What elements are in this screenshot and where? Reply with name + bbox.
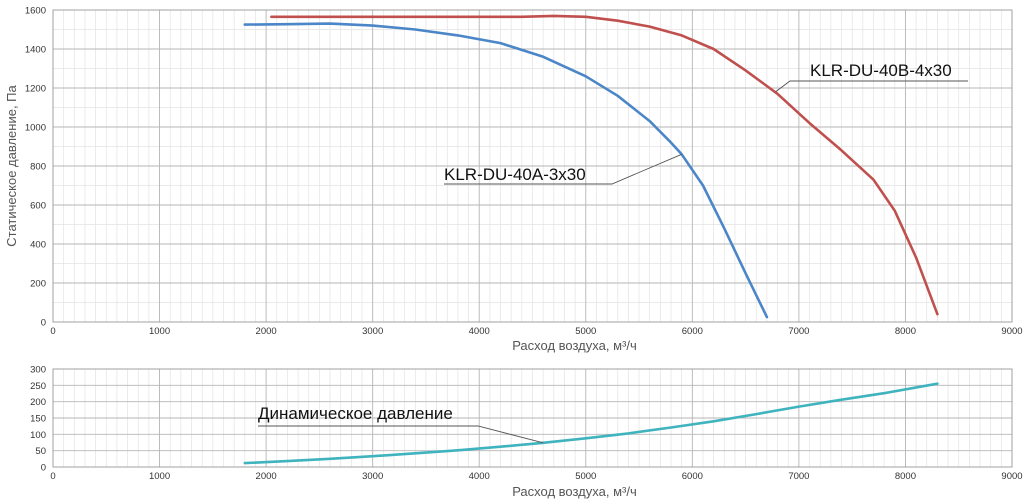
dynamic-pressure-x-tick-label: 1000 xyxy=(149,471,170,482)
static-pressure-y-axis-label: Статическое давление, Па xyxy=(4,85,19,247)
dynamic-pressure-plot-frame xyxy=(52,368,1013,468)
static-pressure-callout-leader xyxy=(775,80,968,93)
static-pressure-x-tick-label: 4000 xyxy=(469,326,490,337)
static-pressure-y-tick-label: 1200 xyxy=(25,84,46,95)
dynamic-pressure-grid xyxy=(52,368,1013,468)
dynamic-pressure-callout-leader xyxy=(258,425,544,444)
static-pressure-x-axis-label: Расход воздуха, м³/ч xyxy=(512,338,637,353)
dynamic-pressure-y-tick-label: 300 xyxy=(30,365,46,376)
dynamic-pressure-y-tick-label: 200 xyxy=(30,397,46,408)
static-pressure-y-tick-label: 200 xyxy=(30,279,46,290)
dynamic-pressure-x-tick-label: 3000 xyxy=(362,471,383,482)
static-pressure-x-tick-label: 7000 xyxy=(788,326,809,337)
static-pressure-x-tick-label: 3000 xyxy=(362,326,383,337)
static-pressure-chart: 0 1000 2000 3000 4000 5000 6000 7000 8000 9000 0 20… xyxy=(4,6,1023,354)
dynamic-pressure-x-tick-label: 9000 xyxy=(1001,471,1022,482)
static-pressure-x-tick-label: 6000 xyxy=(682,326,703,337)
dynamic-pressure-y-tick-label: 0 xyxy=(41,463,46,474)
static-pressure-x-tick-label: 5000 xyxy=(575,326,596,337)
dynamic-pressure-x-tick-label: 8000 xyxy=(895,471,916,482)
static-pressure-x-tick-label: 8000 xyxy=(895,326,916,337)
static-pressure-x-tick-label: 2000 xyxy=(256,326,277,337)
dynamic-pressure-series xyxy=(243,382,939,465)
static-pressure-callout-leader xyxy=(444,153,682,185)
static-pressure-series xyxy=(243,14,939,319)
dynamic-pressure-x-tick-label: 6000 xyxy=(682,471,703,482)
static-pressure-x-tick-label: 9000 xyxy=(1001,326,1022,337)
static-pressure-callout-label: KLR-DU-40A-3x30 xyxy=(444,165,586,184)
dynamic-pressure-y-tick-label: 150 xyxy=(30,414,46,425)
static-pressure-y-tick-label: 600 xyxy=(30,201,46,212)
static-pressure-plot-frame xyxy=(52,9,1013,323)
dynamic-pressure-x-tick-label: 0 xyxy=(50,471,55,482)
dynamic-pressure-y-tick-label: 100 xyxy=(30,430,46,441)
dynamic-pressure-tick-labels: 0 1000 2000 3000 4000 5000 6000 7000 8000 9000 0 50… xyxy=(30,365,1022,483)
dynamic-pressure-chart: 0 1000 2000 3000 4000 5000 6000 7000 8000 9000 0 50… xyxy=(30,365,1022,500)
dynamic-pressure-x-axis-label: Расход воздуха, м³/ч xyxy=(512,484,637,499)
static-pressure-y-tick-label: 400 xyxy=(30,240,46,251)
static-pressure-y-tick-label: 0 xyxy=(41,318,46,329)
static-pressure-callouts: KLR-DU-40A-3x30 KLR-DU-40B-4x30 xyxy=(444,61,968,185)
static-pressure-series-line-1 xyxy=(270,14,939,316)
static-pressure-x-tick-label: 0 xyxy=(50,326,55,337)
static-pressure-callout-label: KLR-DU-40B-4x30 xyxy=(810,61,952,80)
dynamic-pressure-x-tick-label: 7000 xyxy=(788,471,809,482)
dynamic-pressure-series-line-0 xyxy=(243,382,939,465)
static-pressure-y-tick-label: 1000 xyxy=(25,123,46,134)
dynamic-pressure-x-tick-label: 5000 xyxy=(575,471,596,482)
static-pressure-series-line-0 xyxy=(243,22,769,319)
static-pressure-y-tick-label: 800 xyxy=(30,162,46,173)
dynamic-pressure-y-tick-label: 50 xyxy=(35,446,46,457)
static-pressure-x-tick-label: 1000 xyxy=(149,326,170,337)
static-pressure-y-tick-label: 1400 xyxy=(25,45,46,56)
static-pressure-y-tick-label: 1600 xyxy=(25,6,46,17)
static-pressure-grid xyxy=(52,9,1013,323)
dynamic-pressure-x-tick-label: 4000 xyxy=(469,471,490,482)
dynamic-pressure-y-tick-label: 250 xyxy=(30,381,46,392)
dynamic-pressure-callouts: Динамическое давление xyxy=(258,404,544,444)
static-pressure-tick-labels: 0 1000 2000 3000 4000 5000 6000 7000 8000 9000 0 20… xyxy=(25,6,1023,338)
dynamic-pressure-x-tick-label: 2000 xyxy=(256,471,277,482)
dynamic-pressure-callout-label: Динамическое давление xyxy=(258,404,453,423)
